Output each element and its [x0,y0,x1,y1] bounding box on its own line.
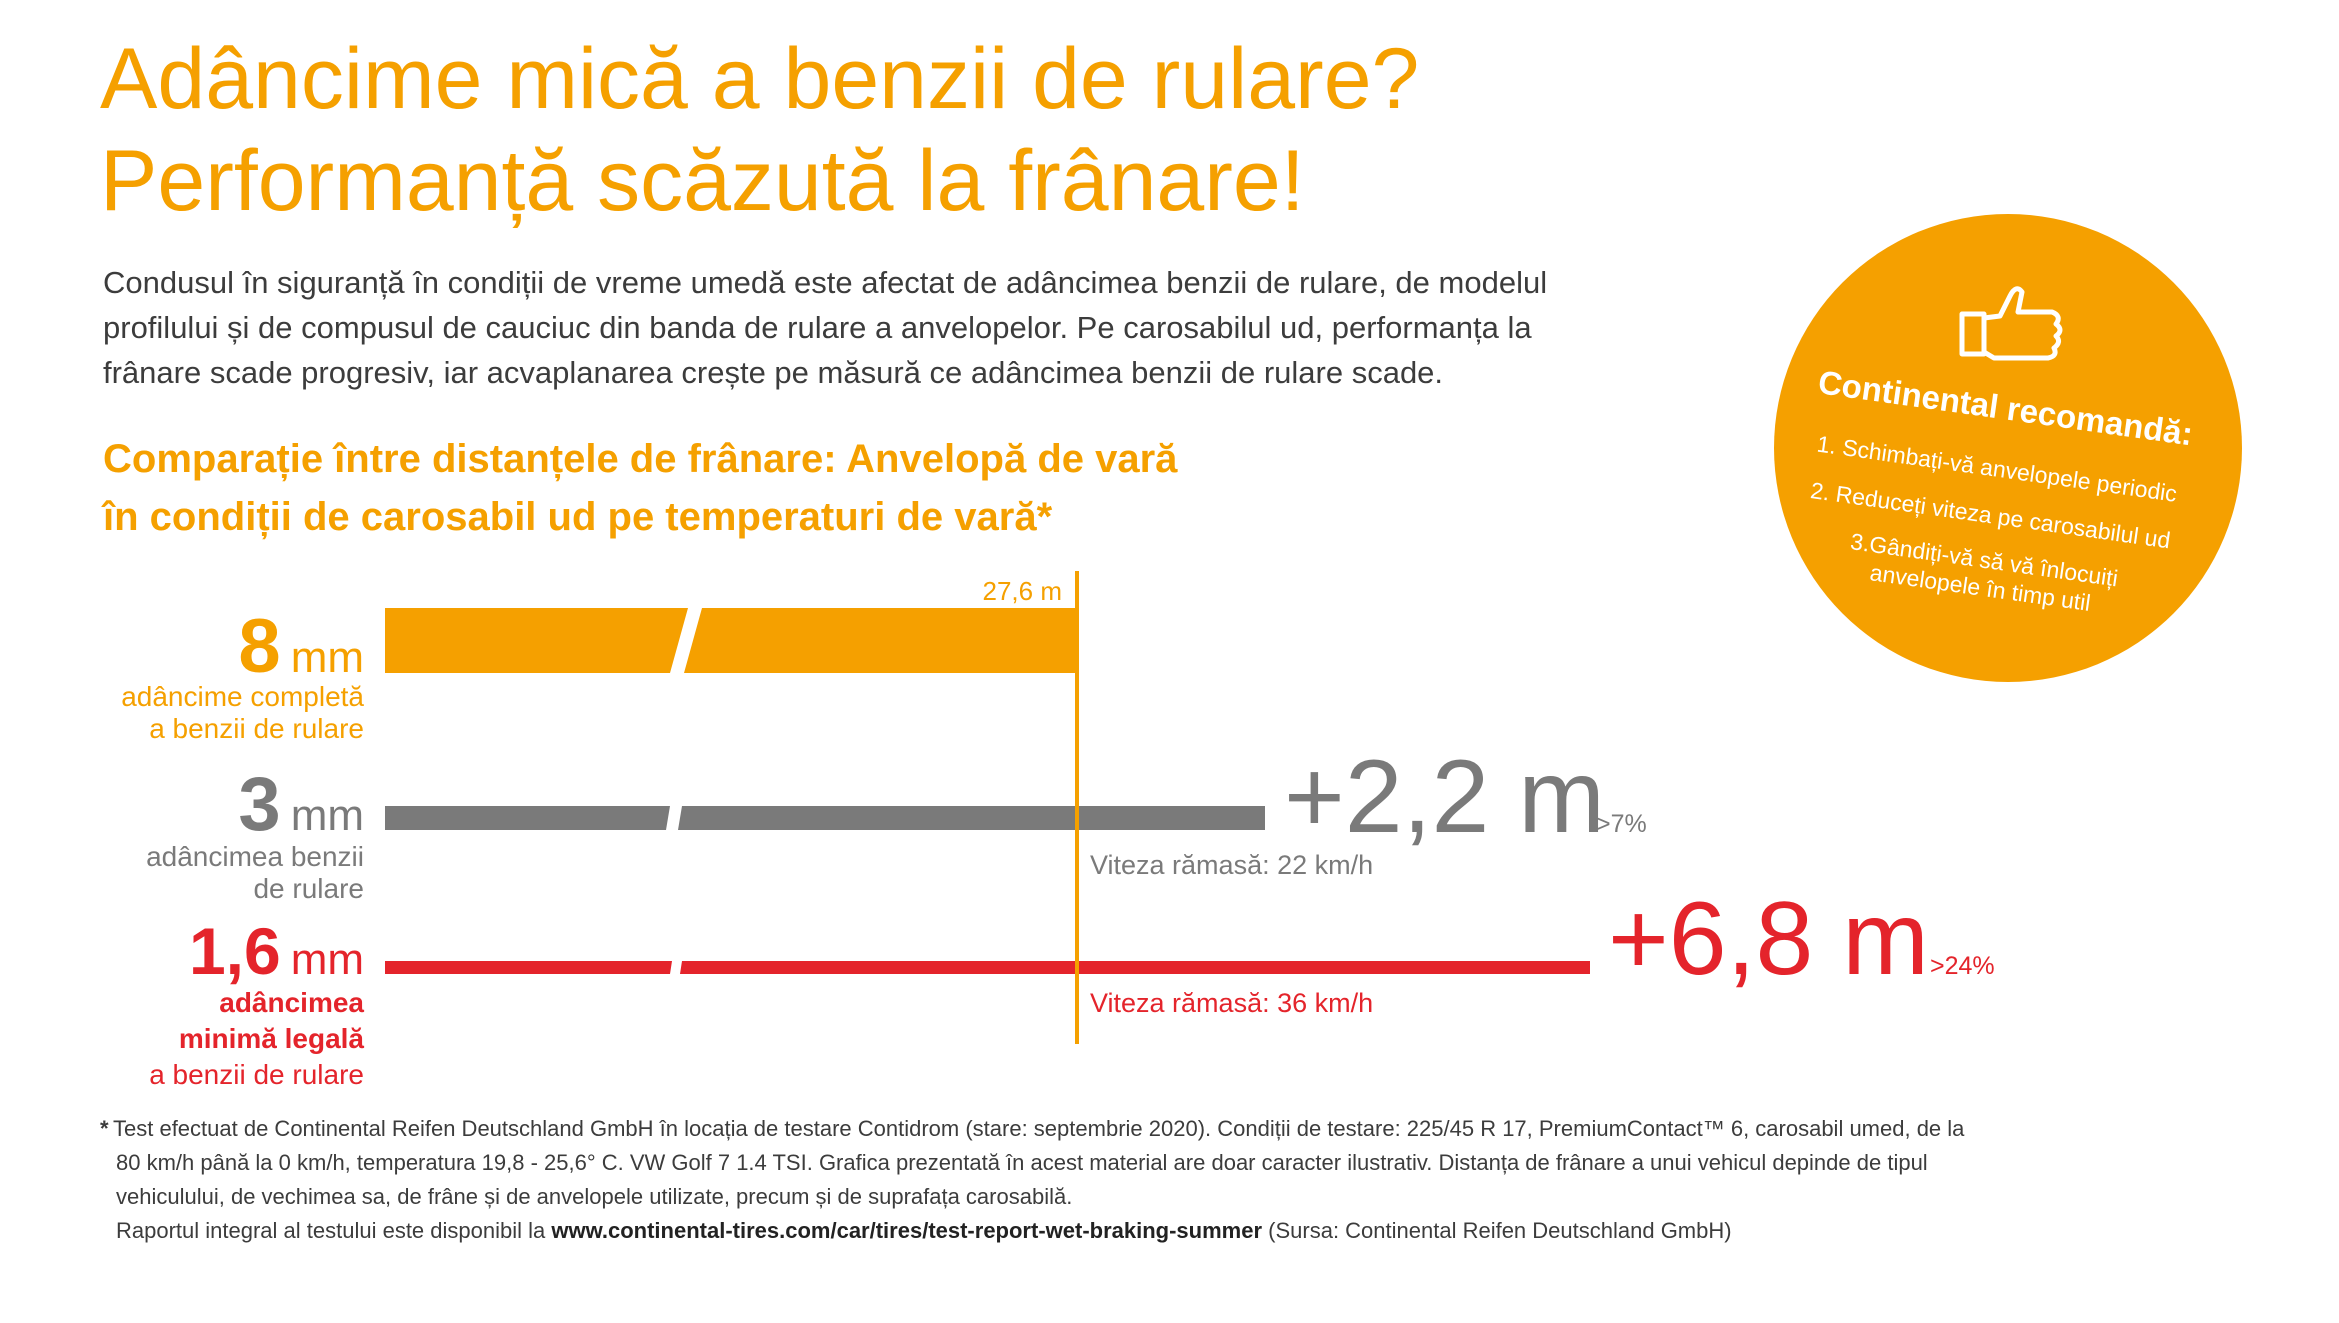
depth: 3 [238,762,280,847]
depth-label: 3 mm [238,762,364,847]
bar [385,608,688,673]
caption: de rulare [253,873,364,904]
footnote: Test efectuat de Continental Reifen Deut… [113,1116,1965,1141]
thumb-icon [1959,286,2063,361]
intro: profilului și de compusul de cauciuc din… [103,310,1532,345]
footnote: vehiculului, de vechimea sa, de frâne și… [116,1184,1072,1209]
bar [680,961,1590,974]
title: Adâncime mică a benzii de rulare? [100,31,1419,127]
intro: Condusul în siguranță în condiții de vre… [103,265,1547,300]
percent: >24% [1930,952,1995,980]
unit: mm [291,633,364,682]
bar [385,961,672,974]
footnote-text: (Sursa: Continental Reifen Deutschland G… [1262,1218,1732,1243]
depth: 8 [238,604,280,689]
depth-label: 1,6 mm [189,914,364,988]
footnote: 80 km/h până la 0 km/h, temperatura 19,8… [116,1150,1928,1175]
footnote-link[interactable]: www.continental-tires.com/car/tires/test… [550,1218,1262,1243]
percent: >7% [1596,810,1647,838]
depth-label: 8 mm [238,604,364,689]
bar [385,806,670,830]
bar [684,608,1077,673]
speed: Viteza rămasă: 22 km/h [1090,850,1373,880]
title: Performanță scăzută la frânare! [100,133,1305,229]
caption: adâncimea [219,987,364,1018]
unit: mm [291,935,364,984]
bar [678,806,1265,830]
footnote-text: Raportul integral al testului este dispo… [116,1218,551,1243]
unit: mm [291,791,364,840]
speed: Viteza rămasă: 36 km/h [1090,988,1373,1018]
chart-title: în condiții de carosabil ud pe temperatu… [101,495,1053,539]
caption: a benzii de rulare [149,1059,364,1090]
footnote: Raportul integral al testului este dispo… [116,1218,1732,1243]
recommendation-circle [1774,214,2242,682]
caption: adâncime completă [121,681,364,712]
intro: frânare scade progresiv, iar acvaplanare… [103,355,1443,390]
extra-distance: +2,2 m [1284,739,1605,855]
chart-title: Comparație între distanțele de frânare: … [103,437,1178,481]
extra-distance: +6,8 m [1608,881,1929,997]
caption: minimă legală [179,1023,365,1054]
depth: 1,6 [189,914,281,988]
distance-label: 27,6 m [983,576,1063,606]
caption: a benzii de rulare [149,713,364,744]
footnote-marker: * [100,1116,109,1141]
caption: adâncimea benzii [146,841,364,872]
